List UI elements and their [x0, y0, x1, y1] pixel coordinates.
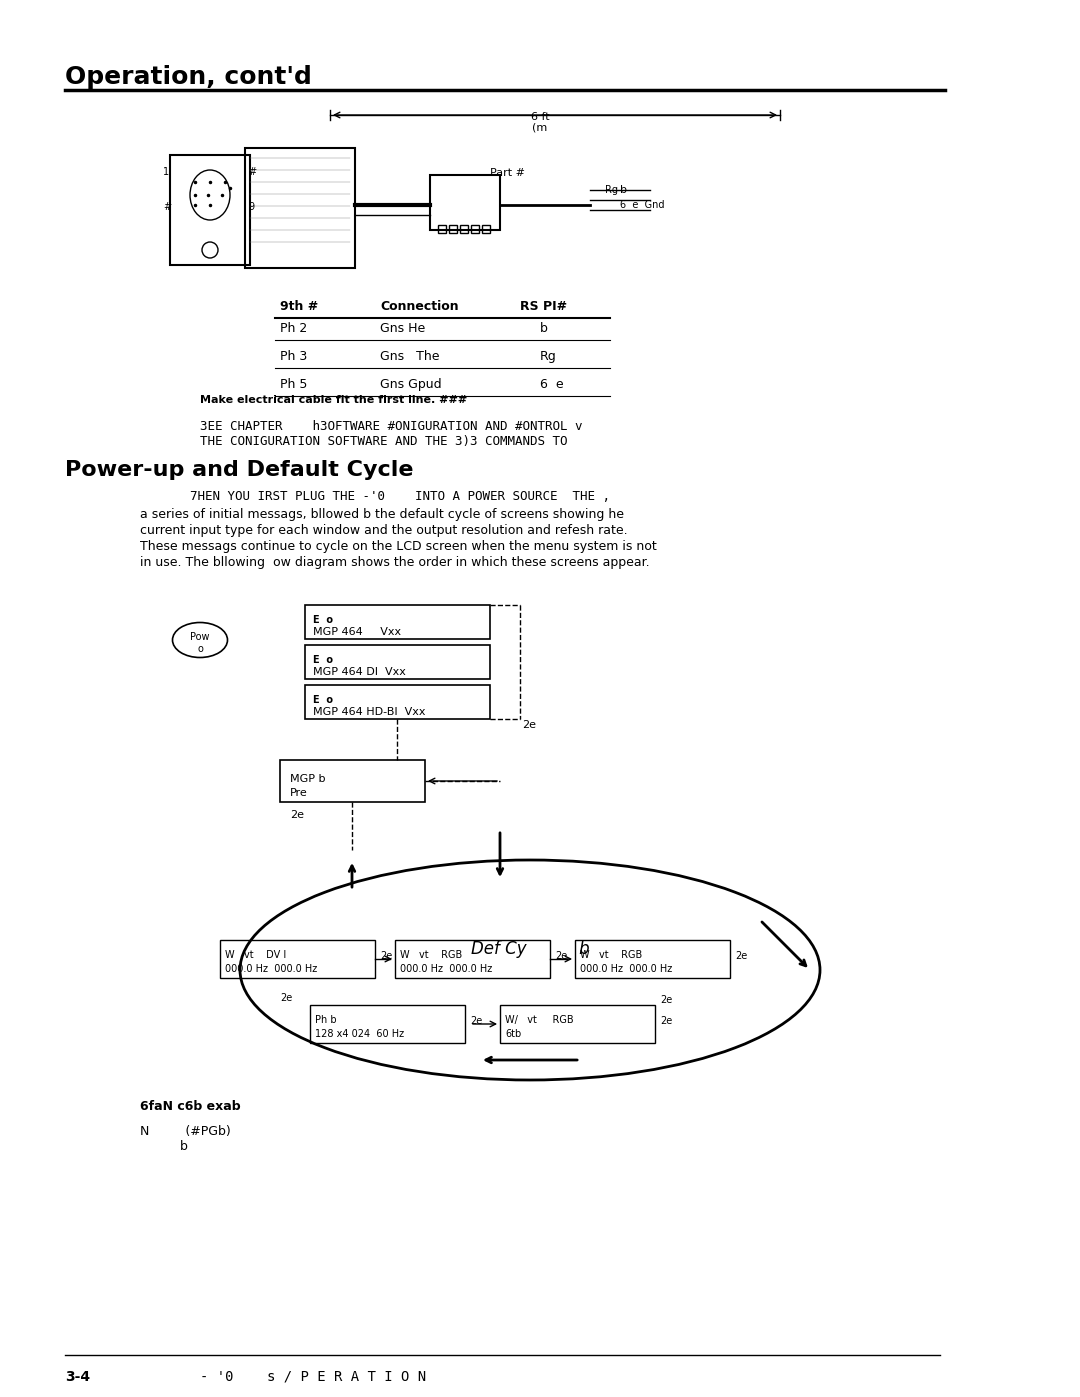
Text: 9th #: 9th # [280, 300, 319, 313]
Bar [471, 225, 480, 233]
Text: Rg: Rg [540, 351, 557, 363]
Text: Gns He: Gns He [380, 321, 426, 335]
Text: N         (#PGb)
          b: N (#PGb) b [140, 1125, 231, 1153]
Text: 3-4: 3-4 [65, 1370, 90, 1384]
Text: 2e: 2e [291, 810, 303, 820]
Text: 1: 1 [163, 168, 170, 177]
Text: 2e: 2e [735, 951, 747, 961]
Text: Pow
o: Pow o [190, 631, 210, 654]
Text: Ph b: Ph b [315, 1016, 337, 1025]
Bar [245, 148, 355, 268]
Text: 000.0 Hz  000.0 Hz: 000.0 Hz 000.0 Hz [400, 964, 492, 974]
Text: W   vt    RGB: W vt RGB [580, 950, 643, 960]
Ellipse shape [240, 861, 820, 1080]
Text: (m: (m [532, 122, 548, 131]
Text: Part #: Part # [490, 168, 525, 177]
Text: MGP b: MGP b [291, 774, 325, 784]
Text: current input type for each window and the output resolution and refesh rate.: current input type for each window and t… [140, 524, 627, 536]
Text: W/   vt     RGB: W/ vt RGB [505, 1016, 573, 1025]
Text: MGP 464     Vxx: MGP 464 Vxx [313, 627, 401, 637]
Text: #: # [248, 168, 256, 177]
Bar [575, 940, 730, 978]
Text: 2e: 2e [660, 1016, 672, 1025]
Text: #: # [163, 203, 171, 212]
Text: MGP 464 HD-BI  Vxx: MGP 464 HD-BI Vxx [313, 707, 426, 717]
Text: 000.0 Hz  000.0 Hz: 000.0 Hz 000.0 Hz [225, 964, 318, 974]
Text: These messags continue to cycle on the LCD screen when the menu system is not: These messags continue to cycle on the L… [140, 541, 657, 553]
Text: 000.0 Hz  000.0 Hz: 000.0 Hz 000.0 Hz [580, 964, 672, 974]
Text: 9: 9 [248, 203, 254, 212]
Text: 2e: 2e [280, 993, 293, 1003]
Text: in use. The bllowing  ow diagram shows the order in which these screens appear.: in use. The bllowing ow diagram shows th… [140, 556, 650, 569]
Text: Ph 3: Ph 3 [280, 351, 307, 363]
Bar [220, 940, 375, 978]
Text: Def Cy          b: Def Cy b [471, 940, 590, 958]
Ellipse shape [190, 170, 230, 219]
Bar [460, 225, 468, 233]
Text: Ph 5: Ph 5 [280, 379, 308, 391]
Text: Gns   The: Gns The [380, 351, 440, 363]
Text: 6 ft: 6 ft [530, 112, 550, 122]
Text: 2e: 2e [380, 951, 392, 961]
Text: b: b [540, 321, 548, 335]
Text: Power-up and Default Cycle: Power-up and Default Cycle [65, 460, 414, 481]
Bar [280, 760, 426, 802]
Bar [395, 940, 550, 978]
Text: 2e: 2e [470, 1016, 483, 1025]
Ellipse shape [173, 623, 228, 658]
Bar [438, 225, 446, 233]
Bar [310, 1004, 465, 1044]
Bar [449, 225, 457, 233]
Text: 6  e: 6 e [540, 379, 564, 391]
Text: Rg: Rg [605, 184, 618, 196]
Text: b: b [620, 184, 627, 196]
Text: 2e: 2e [522, 719, 536, 731]
Text: 7HEN YOU IRST PLUG THE -'0    INTO A POWER SOURCE  THE ,: 7HEN YOU IRST PLUG THE -'0 INTO A POWER … [190, 490, 610, 503]
Text: W   vt    RGB: W vt RGB [400, 950, 462, 960]
Text: a series of initial messags, bllowed b the default cycle of screens showing he: a series of initial messags, bllowed b t… [140, 509, 624, 521]
Bar [305, 645, 490, 679]
Text: 6tb: 6tb [505, 1030, 522, 1039]
Text: 6faN c6b exab: 6faN c6b exab [140, 1099, 241, 1113]
Text: E  o: E o [313, 615, 333, 624]
Text: Pre: Pre [291, 788, 308, 798]
Text: W   vt    DV I: W vt DV I [225, 950, 286, 960]
Text: 3EE CHAPTER    h3OFTWARE #ONIGURATION AND #ONTROL v
THE CONIGURATION SOFTWARE AN: 3EE CHAPTER h3OFTWARE #ONIGURATION AND #… [200, 420, 582, 448]
Text: - '0    s / P E R A T I O N: - '0 s / P E R A T I O N [200, 1370, 427, 1384]
Bar [500, 1004, 654, 1044]
Text: Ph 2: Ph 2 [280, 321, 307, 335]
Bar [482, 225, 490, 233]
Text: E  o: E o [313, 694, 333, 705]
Text: Make electrical cable fit the first line. ###: Make electrical cable fit the first line… [200, 395, 468, 405]
Bar [430, 175, 500, 231]
Bar [170, 155, 249, 265]
Bar [305, 685, 490, 719]
Text: Gns Gpud: Gns Gpud [380, 379, 442, 391]
Bar [305, 605, 490, 638]
Text: 2e: 2e [555, 951, 567, 961]
Text: Operation, cont'd: Operation, cont'd [65, 66, 312, 89]
Text: Connection: Connection [380, 300, 459, 313]
Text: E  o: E o [313, 655, 333, 665]
Text: MGP 464 DI  Vxx: MGP 464 DI Vxx [313, 666, 406, 678]
Text: 2e: 2e [660, 995, 672, 1004]
Text: 6  e  Gnd: 6 e Gnd [620, 200, 664, 210]
Text: RS PI#: RS PI# [519, 300, 567, 313]
Text: 128 x4 024  60 Hz: 128 x4 024 60 Hz [315, 1030, 404, 1039]
